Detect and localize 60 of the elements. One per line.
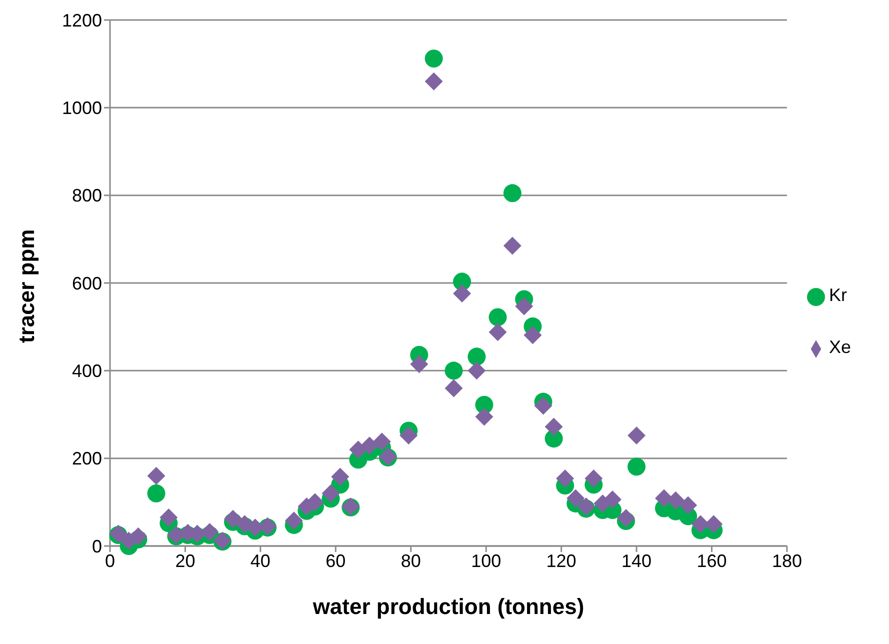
point	[453, 284, 472, 303]
point	[628, 426, 646, 445]
point	[468, 362, 486, 380]
y-tick-label: 600	[72, 273, 102, 294]
y-tick-label: 800	[72, 186, 102, 206]
y-tick-label: 200	[72, 448, 102, 469]
x-tick-label: 60	[326, 550, 346, 571]
point	[503, 236, 522, 255]
point	[322, 484, 340, 502]
point	[147, 484, 166, 502]
point	[475, 408, 494, 426]
point	[400, 426, 418, 445]
point	[503, 184, 522, 202]
y-axis-title: tracer ppm	[14, 229, 39, 343]
point	[679, 496, 698, 514]
point	[372, 432, 391, 451]
point	[331, 468, 350, 486]
point	[524, 326, 542, 344]
point	[654, 489, 673, 508]
point	[424, 72, 443, 90]
point	[444, 362, 463, 380]
point	[534, 396, 552, 415]
point	[544, 418, 563, 436]
point	[200, 522, 219, 541]
point	[468, 348, 486, 366]
x-tick-label: 0	[104, 550, 116, 571]
point	[617, 508, 635, 527]
point	[360, 436, 379, 455]
point	[666, 491, 685, 510]
point	[566, 489, 585, 508]
point	[444, 379, 463, 398]
x-tick-label: 160	[696, 550, 727, 571]
legend-label: Xe	[828, 337, 851, 357]
x-tick-label: 180	[772, 550, 802, 571]
y-tick-label: 400	[72, 361, 102, 382]
x-tick-label: 20	[175, 550, 196, 571]
y-tick-label: 1000	[62, 98, 102, 118]
legend-label: Kr	[828, 285, 847, 305]
point	[410, 355, 428, 374]
point	[147, 466, 166, 485]
x-tick-label: 40	[250, 550, 270, 571]
x-tick-label: 140	[622, 550, 652, 571]
x-tick-label: 120	[546, 550, 576, 571]
x-axis-title: water production (tonnes)	[312, 594, 584, 619]
x-tick-label: 80	[400, 550, 421, 571]
point	[349, 440, 368, 459]
y-tick-label: 1200	[62, 10, 102, 30]
point	[284, 512, 303, 530]
point	[160, 508, 178, 527]
point	[424, 50, 443, 68]
point	[224, 510, 242, 528]
x-tick-label: 100	[471, 550, 502, 571]
point	[488, 308, 507, 326]
point	[488, 323, 507, 342]
y-tick-label: 0	[92, 536, 102, 556]
point	[556, 469, 574, 488]
point	[628, 458, 646, 476]
point	[129, 527, 148, 546]
point	[584, 469, 603, 488]
point	[515, 297, 534, 316]
